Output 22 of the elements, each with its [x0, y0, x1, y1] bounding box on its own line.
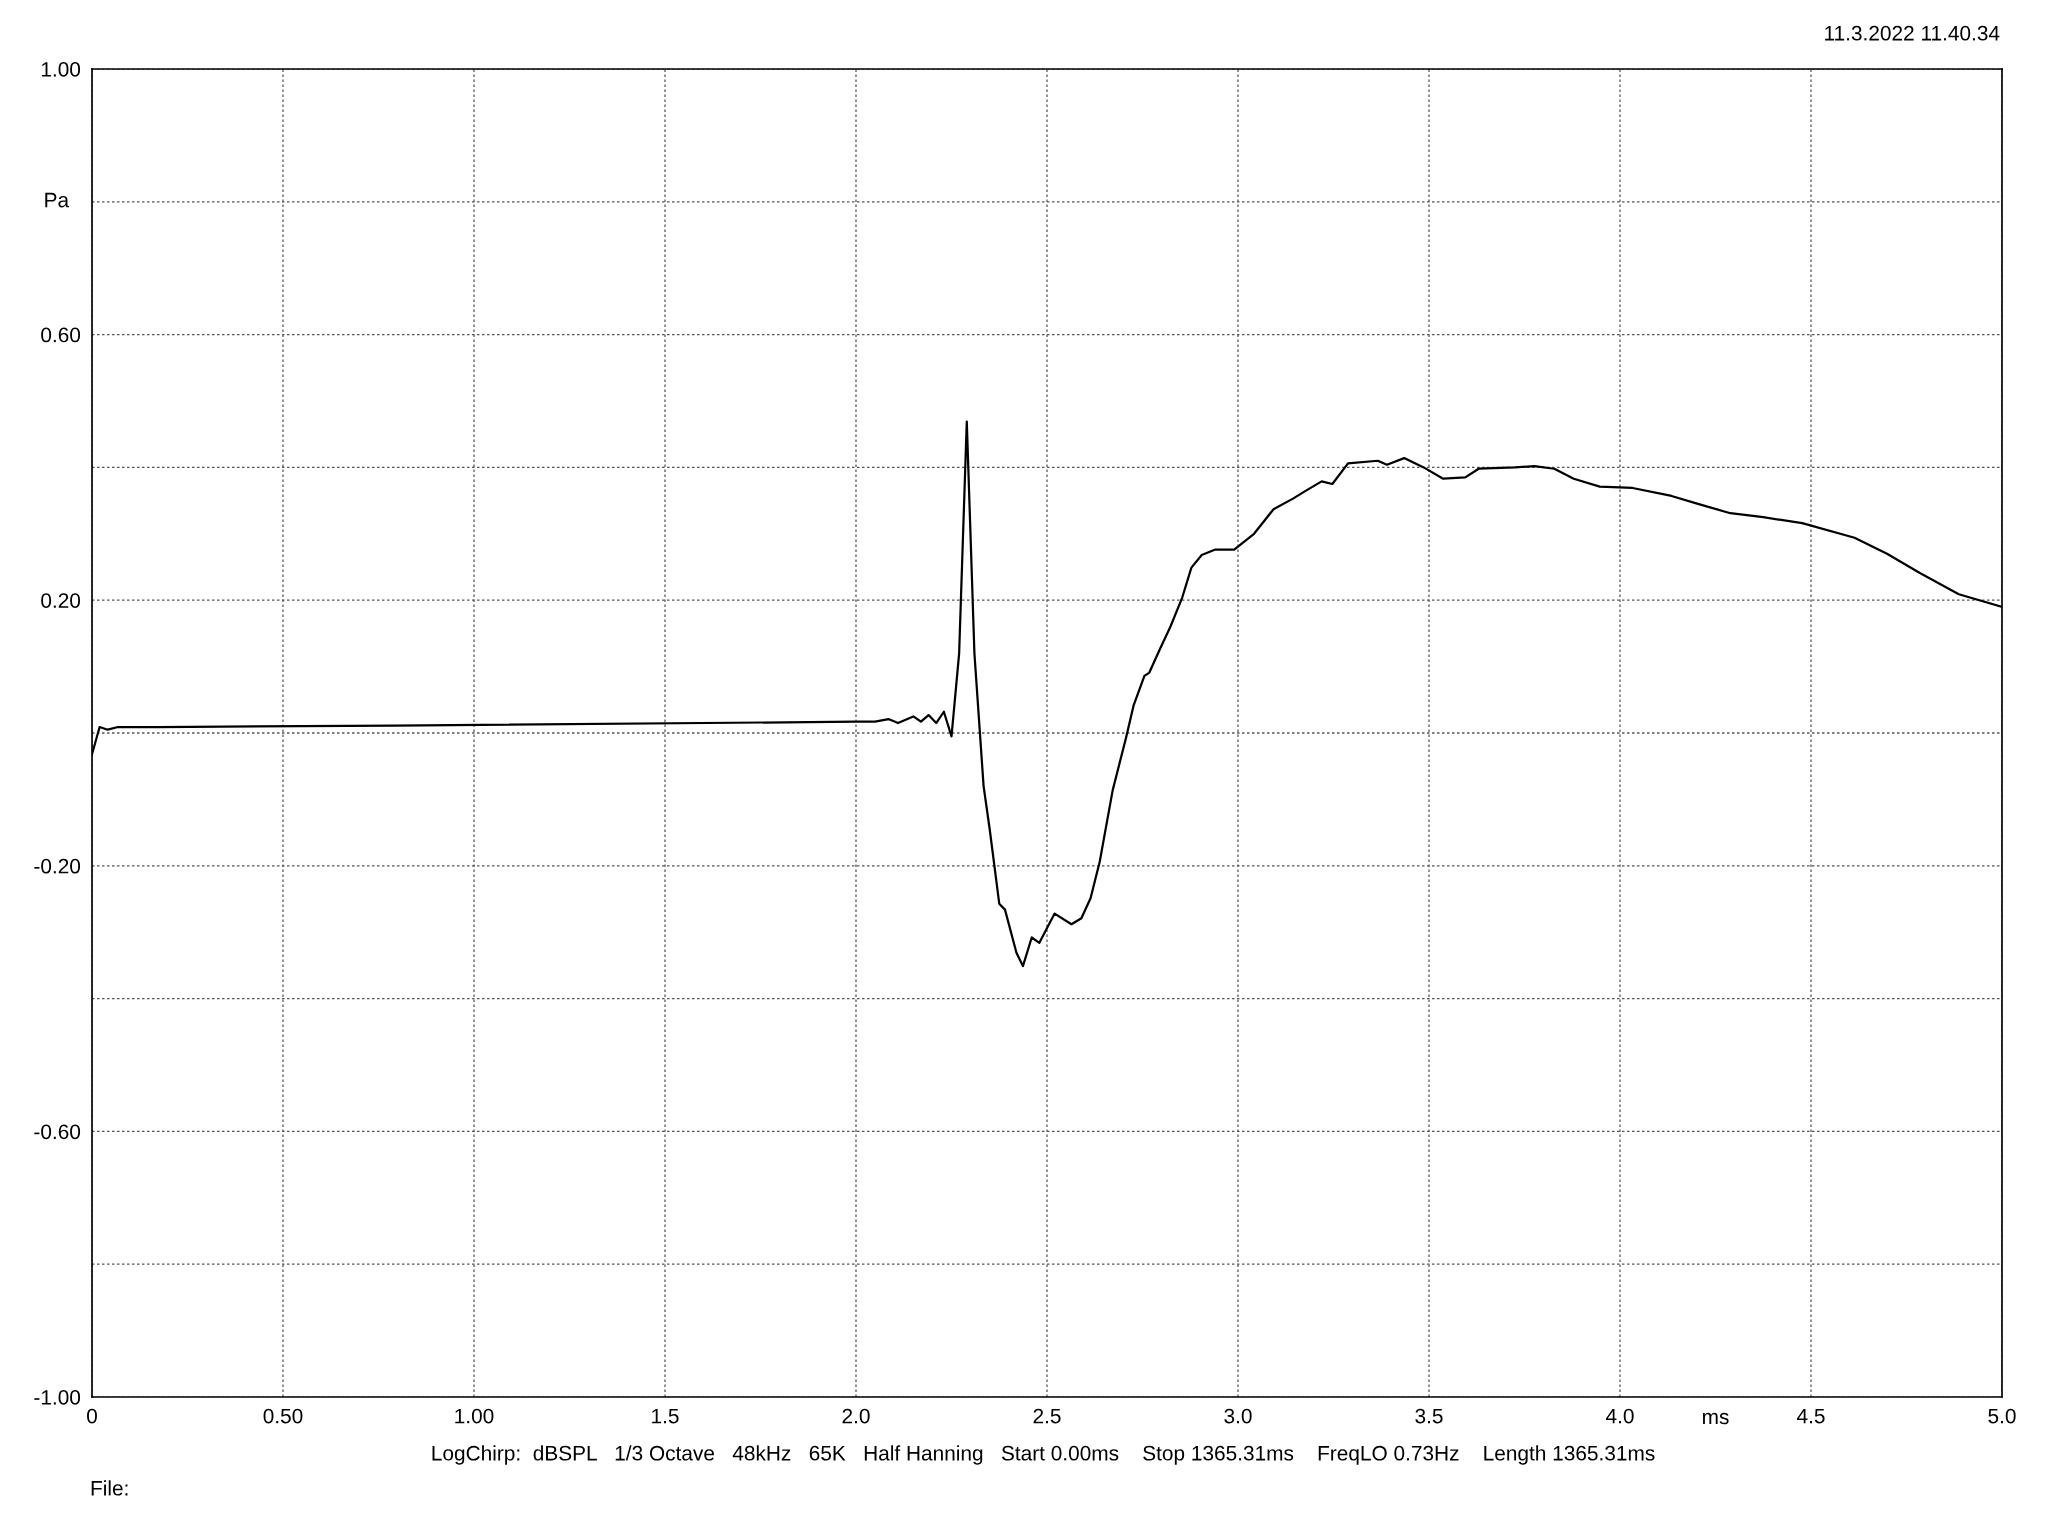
y-tick-label: 0.60 — [41, 327, 81, 343]
x-tick-label: 1.5 — [652, 1408, 679, 1424]
text: LogChirp: dBSPL 1/3 Octave 48kHz 65K Half Hanning Start 0.00ms Stop 1365.31ms FreqLO 0.73Hz Length 1365.31ms — [432, 1445, 1655, 1465]
x-tick-label: 3.0 — [1224, 1408, 1252, 1424]
x-tick-label: 0 — [87, 1408, 97, 1424]
y-tick-label: -1.00 — [34, 1390, 81, 1405]
y-tick-label: -0.60 — [34, 1124, 81, 1140]
x-tick-label: 3.5 — [1415, 1408, 1443, 1424]
y-tick-label: 0.20 — [41, 593, 81, 608]
x-axis-title: ms — [1703, 1412, 1729, 1425]
x-tick-label: 4.5 — [1797, 1408, 1825, 1424]
x-tick-label: 0.50 — [263, 1408, 303, 1424]
text: File: — [91, 1480, 128, 1496]
text: 11.3.2022 11.40.34 — [1825, 25, 2000, 41]
y-tick-label: -0.20 — [34, 858, 81, 874]
x-tick-label: 2.5 — [1033, 1408, 1061, 1424]
x-tick-label: 4.0 — [1606, 1408, 1634, 1424]
y-axis-title: Pa — [45, 192, 70, 208]
y-tick-label: 1.00 — [41, 62, 81, 77]
x-tick-label: 5.0 — [1988, 1408, 2016, 1424]
x-tick-label: 1.00 — [455, 1408, 494, 1424]
x-tick-label: 2.0 — [842, 1408, 870, 1424]
